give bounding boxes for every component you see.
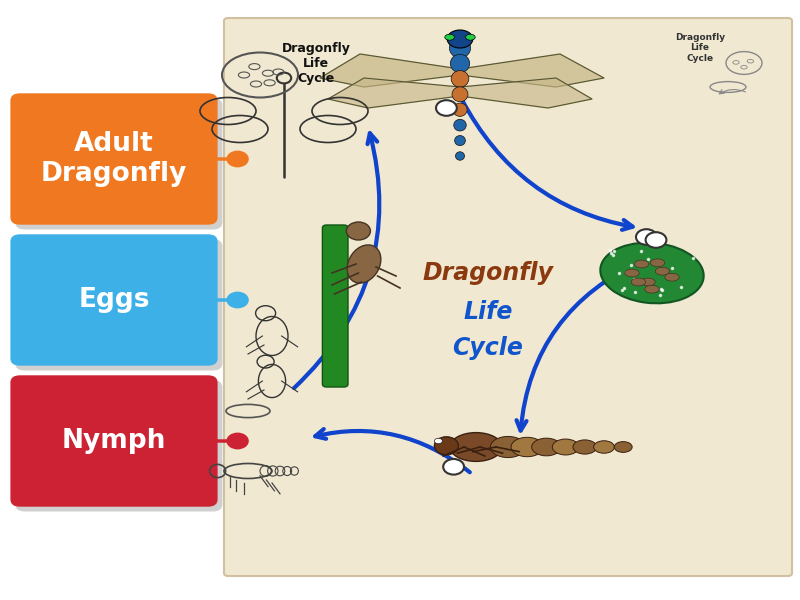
Ellipse shape xyxy=(450,433,502,461)
Ellipse shape xyxy=(346,222,370,240)
Text: Adult
Dragonfly: Adult Dragonfly xyxy=(41,131,187,187)
Text: Life: Life xyxy=(463,300,513,324)
Circle shape xyxy=(226,433,249,449)
Ellipse shape xyxy=(641,278,655,286)
Polygon shape xyxy=(328,78,460,108)
Circle shape xyxy=(226,151,249,167)
Ellipse shape xyxy=(450,55,470,73)
Circle shape xyxy=(226,292,249,308)
Text: Dragonfly
Life
Cycle: Dragonfly Life Cycle xyxy=(675,33,725,63)
FancyBboxPatch shape xyxy=(15,98,222,230)
Ellipse shape xyxy=(665,274,679,281)
FancyBboxPatch shape xyxy=(10,235,218,365)
FancyBboxPatch shape xyxy=(224,18,792,576)
Ellipse shape xyxy=(625,269,639,277)
Ellipse shape xyxy=(466,34,475,40)
Polygon shape xyxy=(460,78,592,108)
Ellipse shape xyxy=(447,30,473,48)
Text: Cycle: Cycle xyxy=(453,336,523,360)
Circle shape xyxy=(646,232,666,248)
Circle shape xyxy=(436,100,457,116)
FancyBboxPatch shape xyxy=(10,94,218,225)
FancyBboxPatch shape xyxy=(15,380,222,511)
Ellipse shape xyxy=(455,152,465,160)
Text: Eggs: Eggs xyxy=(78,287,150,313)
Ellipse shape xyxy=(552,439,579,455)
Ellipse shape xyxy=(511,437,543,457)
Ellipse shape xyxy=(434,437,458,455)
Ellipse shape xyxy=(453,103,467,116)
Ellipse shape xyxy=(655,268,670,275)
Ellipse shape xyxy=(445,34,454,40)
Ellipse shape xyxy=(634,260,649,268)
Ellipse shape xyxy=(450,38,470,58)
Ellipse shape xyxy=(614,442,632,452)
Circle shape xyxy=(443,459,464,475)
Ellipse shape xyxy=(645,286,659,293)
Ellipse shape xyxy=(631,278,646,286)
Polygon shape xyxy=(460,54,604,87)
FancyBboxPatch shape xyxy=(322,225,348,387)
Circle shape xyxy=(636,229,657,245)
Ellipse shape xyxy=(490,436,526,458)
FancyBboxPatch shape xyxy=(15,239,222,371)
Text: Dragonfly: Dragonfly xyxy=(422,261,554,285)
Text: Dragonfly
Life
Cycle: Dragonfly Life Cycle xyxy=(282,42,350,85)
Ellipse shape xyxy=(451,71,469,87)
Ellipse shape xyxy=(454,136,466,146)
FancyBboxPatch shape xyxy=(10,376,218,506)
Ellipse shape xyxy=(650,259,665,266)
Ellipse shape xyxy=(452,87,468,102)
Polygon shape xyxy=(320,54,460,87)
Ellipse shape xyxy=(347,245,381,283)
Ellipse shape xyxy=(532,438,561,456)
Ellipse shape xyxy=(594,441,614,453)
Ellipse shape xyxy=(573,440,597,454)
Text: Nymph: Nymph xyxy=(62,428,166,454)
Ellipse shape xyxy=(454,119,466,131)
Ellipse shape xyxy=(434,438,442,444)
Ellipse shape xyxy=(600,242,704,304)
